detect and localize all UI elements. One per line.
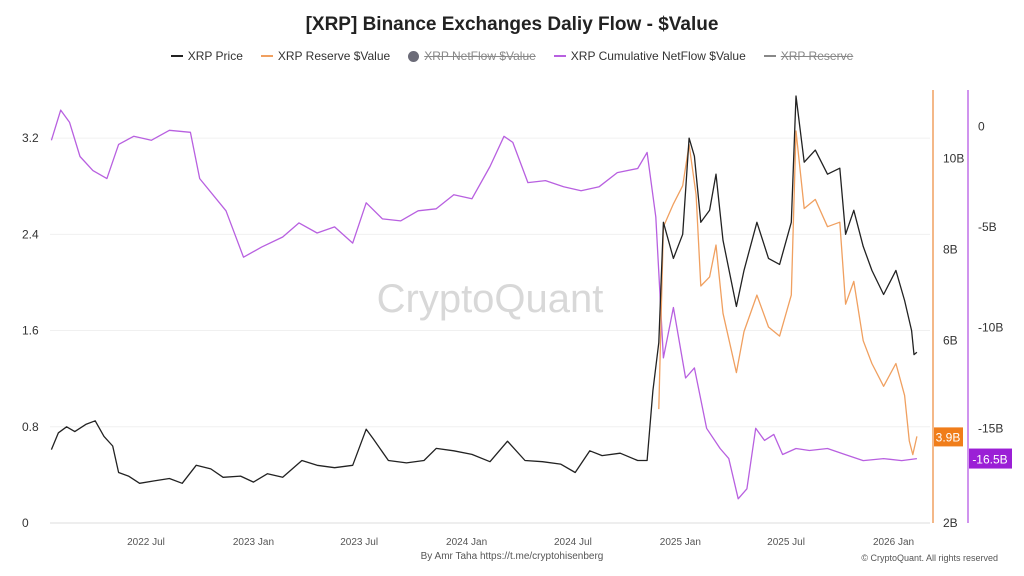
legend-item-price[interactable]: XRP Price [170,49,243,63]
legend-label: XRP NetFlow $Value [424,49,536,63]
legend-swatch [408,50,420,62]
legend-label: XRP Price [187,49,243,63]
cumulative-tick-label: -5B [978,220,997,234]
x-tick-label: 2024 Jan [446,537,487,548]
legend-label: XRP Reserve $Value [277,49,391,63]
cumulative-netflow-line [50,109,917,500]
legend-item-reserve-value[interactable]: XRP Reserve $Value [260,49,391,63]
cumulative-tick-label: 0 [978,119,985,133]
reserve-tick-label: 6B [943,334,958,348]
x-tick-label: 2024 Jul [554,537,592,548]
legend-swatch [763,55,776,57]
reserve-value-line [658,130,918,456]
watermark: CryptoQuant [377,277,604,321]
y-tick-label: 0.8 [22,420,39,434]
legend-label: XRP Reserve [780,49,854,63]
reserve-last-value-label: 3.9B [936,430,961,444]
x-tick-label: 2026 Jan [873,537,914,548]
legend-swatch [170,55,183,57]
cumulative-tick-label: -10B [978,321,1003,335]
reserve-tick-label: 2B [943,516,958,530]
price-line [50,95,918,484]
chart-title: [XRP] Binance Exchanges Daliy Flow - $Va… [305,14,719,35]
legend-item-cumulative-netflow[interactable]: XRP Cumulative NetFlow $Value [553,49,746,63]
copyright: © CryptoQuant. All rights reserved [861,553,998,563]
cumulative-last-value-badge [969,448,1012,469]
x-tick-label: 2025 Jul [767,537,805,548]
x-tick-label: 2023 Jan [233,537,274,548]
legend-item-reserve[interactable]: XRP Reserve [763,49,854,63]
reserve-tick-label: 8B [943,243,958,257]
legend: XRP Price XRP Reserve $Value XRP NetFlow… [0,49,1024,63]
author-link[interactable]: https://t.me/cryptohisenberg [479,551,604,562]
cumulative-last-value-label: -16.5B [972,453,1007,467]
legend-item-netflow[interactable]: XRP NetFlow $Value [408,49,536,63]
reserve-tick-label: 10B [943,151,964,165]
y-tick-label: 3.2 [22,131,39,145]
y-tick-label: 0 [22,516,29,530]
author: By Amr Taha [420,551,478,562]
legend-label: XRP Cumulative NetFlow $Value [570,49,746,63]
footer: By Amr Taha https://t.me/cryptohisenberg [0,551,1024,562]
x-tick-label: 2022 Jul [127,537,165,548]
y-tick-label: 1.6 [22,324,39,338]
legend-swatch [260,55,273,57]
cumulative-tick-label: -15B [978,421,1003,435]
x-tick-label: 2023 Jul [340,537,378,548]
reserve-last-value-badge [934,427,963,447]
legend-swatch [553,55,566,57]
x-tick-label: 2025 Jan [660,537,701,548]
y-tick-label: 2.4 [22,227,39,241]
